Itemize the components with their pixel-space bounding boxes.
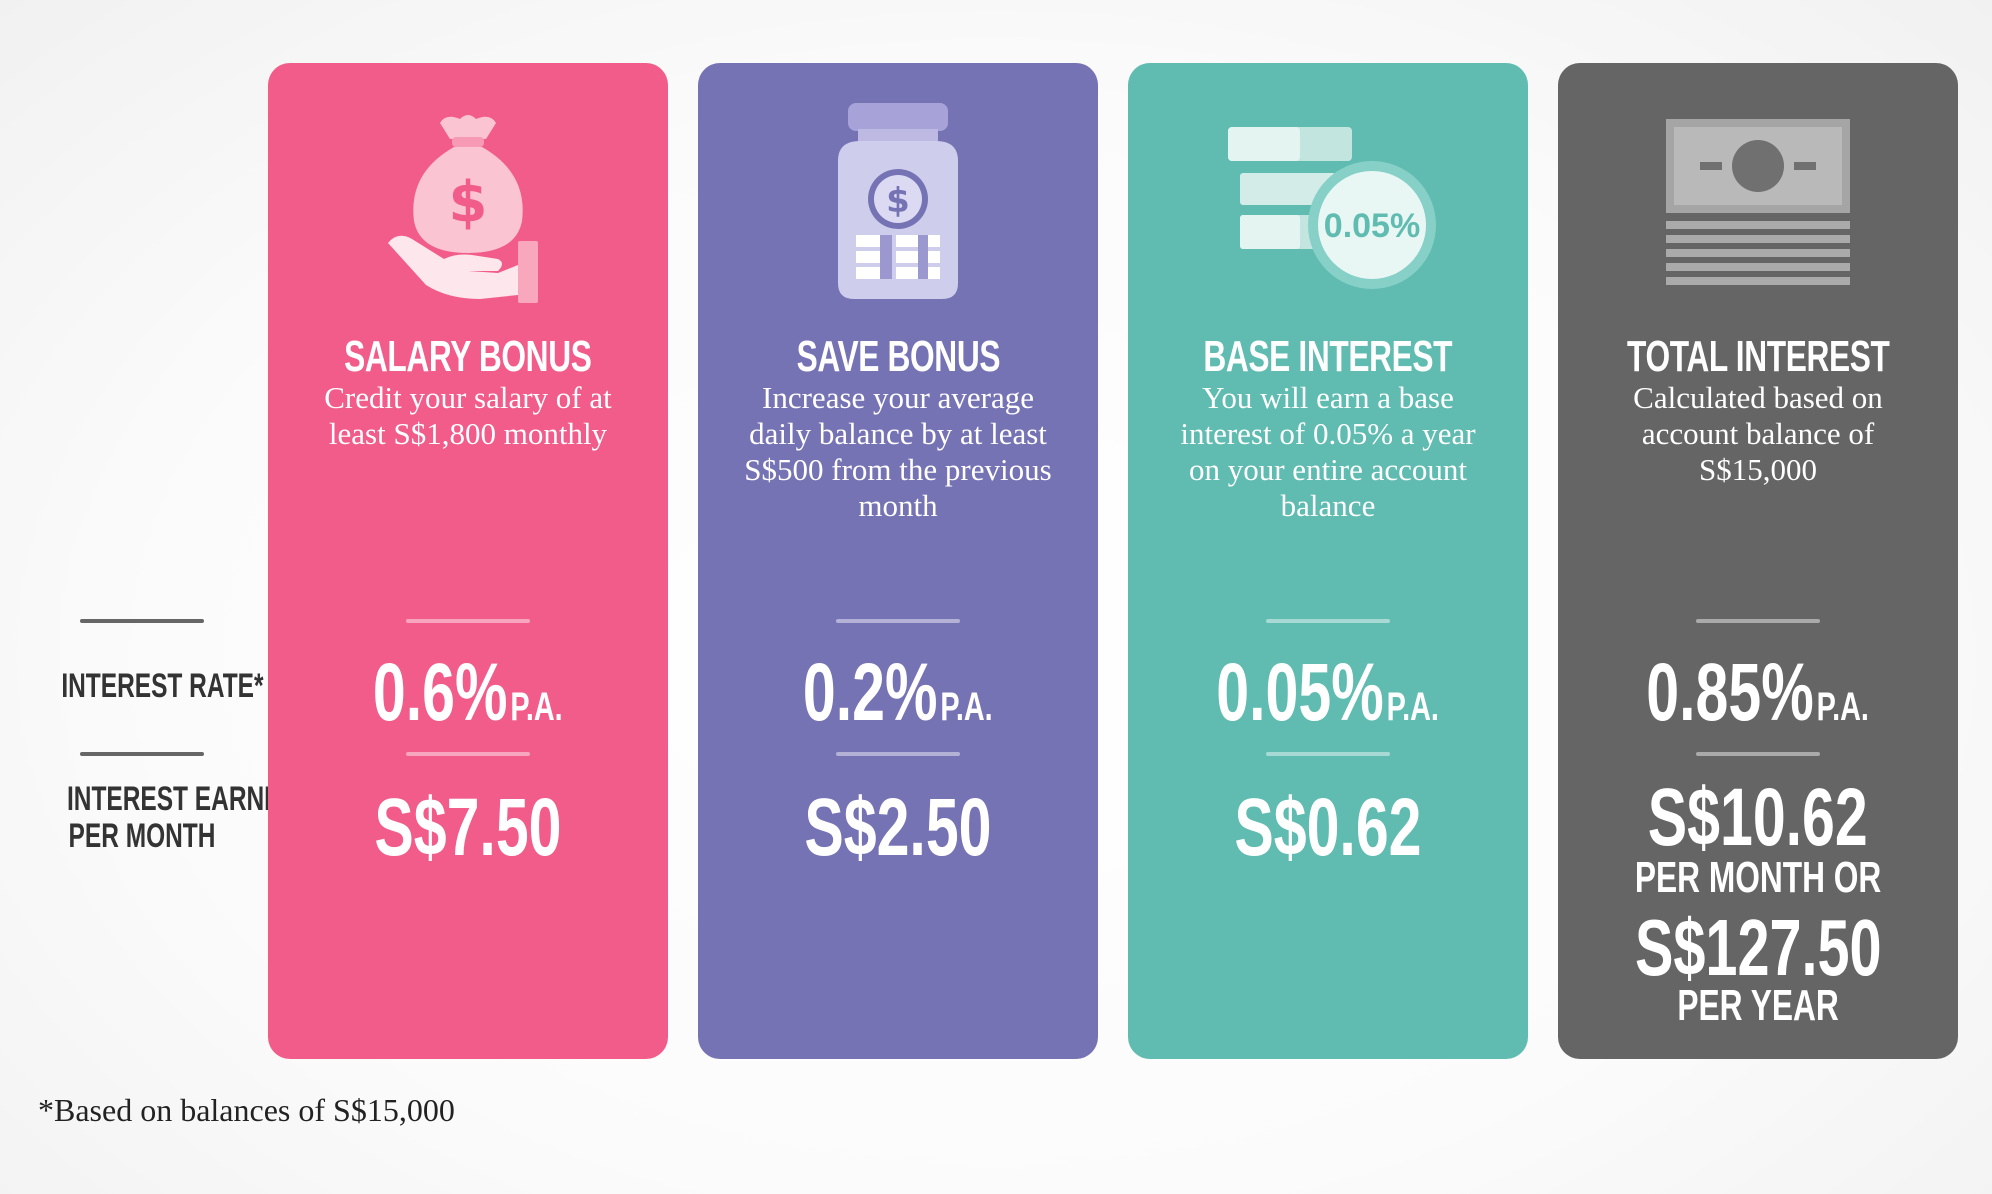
card-title: SAVE BONUS bbox=[796, 332, 1000, 381]
interest-rate-value: 0.05%P.A. bbox=[1216, 647, 1440, 738]
interest-earned-value: S$7.50 bbox=[374, 782, 562, 873]
card-separator-bottom bbox=[1266, 752, 1390, 756]
interest-rate-value: 0.2%P.A. bbox=[803, 647, 993, 738]
cash-stack-badge-icon: 0.05% bbox=[1128, 103, 1528, 303]
card-title: SALARY BONUS bbox=[344, 332, 592, 381]
base-interest-card: 0.05% BASE INTEREST You will earn a base… bbox=[1128, 63, 1528, 1059]
interest-rate-value: 0.85%P.A. bbox=[1646, 647, 1870, 738]
card-description: Credit your salary of at least S$1,800 m… bbox=[324, 380, 612, 451]
card-title: TOTAL INTEREST bbox=[1626, 332, 1890, 381]
interest-earned-monthly: S$10.62 bbox=[1648, 772, 1868, 863]
banknote-stack-icon bbox=[1558, 103, 1958, 303]
interest-earned-value: S$2.50 bbox=[804, 782, 992, 873]
row-separator-top bbox=[80, 619, 204, 623]
card-separator-top bbox=[1696, 619, 1820, 623]
interest-earned-yearly: S$127.50 bbox=[1634, 903, 1882, 992]
card-description: Increase your average daily balance by a… bbox=[744, 380, 1052, 523]
interest-earned-label: INTEREST EARNED PER MONTH bbox=[66, 780, 299, 855]
interest-badge: 0.05% bbox=[1324, 207, 1420, 245]
money-bag-hand-icon: $ bbox=[268, 103, 668, 303]
card-separator-bottom bbox=[836, 752, 960, 756]
interest-earned-value: S$0.62 bbox=[1234, 782, 1422, 873]
card-description: Calculated based on account balance of S… bbox=[1633, 380, 1883, 487]
per-month-or-text: PER MONTH OR bbox=[1634, 853, 1882, 902]
card-separator-bottom bbox=[1696, 752, 1820, 756]
savings-jar-icon: $ bbox=[698, 103, 1098, 303]
card-title: BASE INTEREST bbox=[1203, 332, 1453, 381]
salary-bonus-card: $ SALARY BONUS Credit your salary of at … bbox=[268, 63, 668, 1059]
svg-text:$: $ bbox=[449, 170, 488, 235]
svg-text:$: $ bbox=[886, 181, 910, 221]
card-separator-top bbox=[836, 619, 960, 623]
card-separator-bottom bbox=[406, 752, 530, 756]
total-interest-card: TOTAL INTEREST Calculated based on accou… bbox=[1558, 63, 1958, 1059]
row-separator-bottom bbox=[80, 752, 204, 756]
interest-rate-label: INTEREST RATE* bbox=[61, 667, 264, 705]
save-bonus-card: $ SAVE BONUS Increase your average daily… bbox=[698, 63, 1098, 1059]
per-year-text: PER YEAR bbox=[1677, 981, 1839, 1030]
card-separator-top bbox=[1266, 619, 1390, 623]
card-description: You will earn a base interest of 0.05% a… bbox=[1180, 380, 1476, 523]
interest-rate-value: 0.6%P.A. bbox=[373, 647, 563, 738]
card-separator-top bbox=[406, 619, 530, 623]
footnote: *Based on balances of S$15,000 bbox=[38, 1092, 455, 1128]
